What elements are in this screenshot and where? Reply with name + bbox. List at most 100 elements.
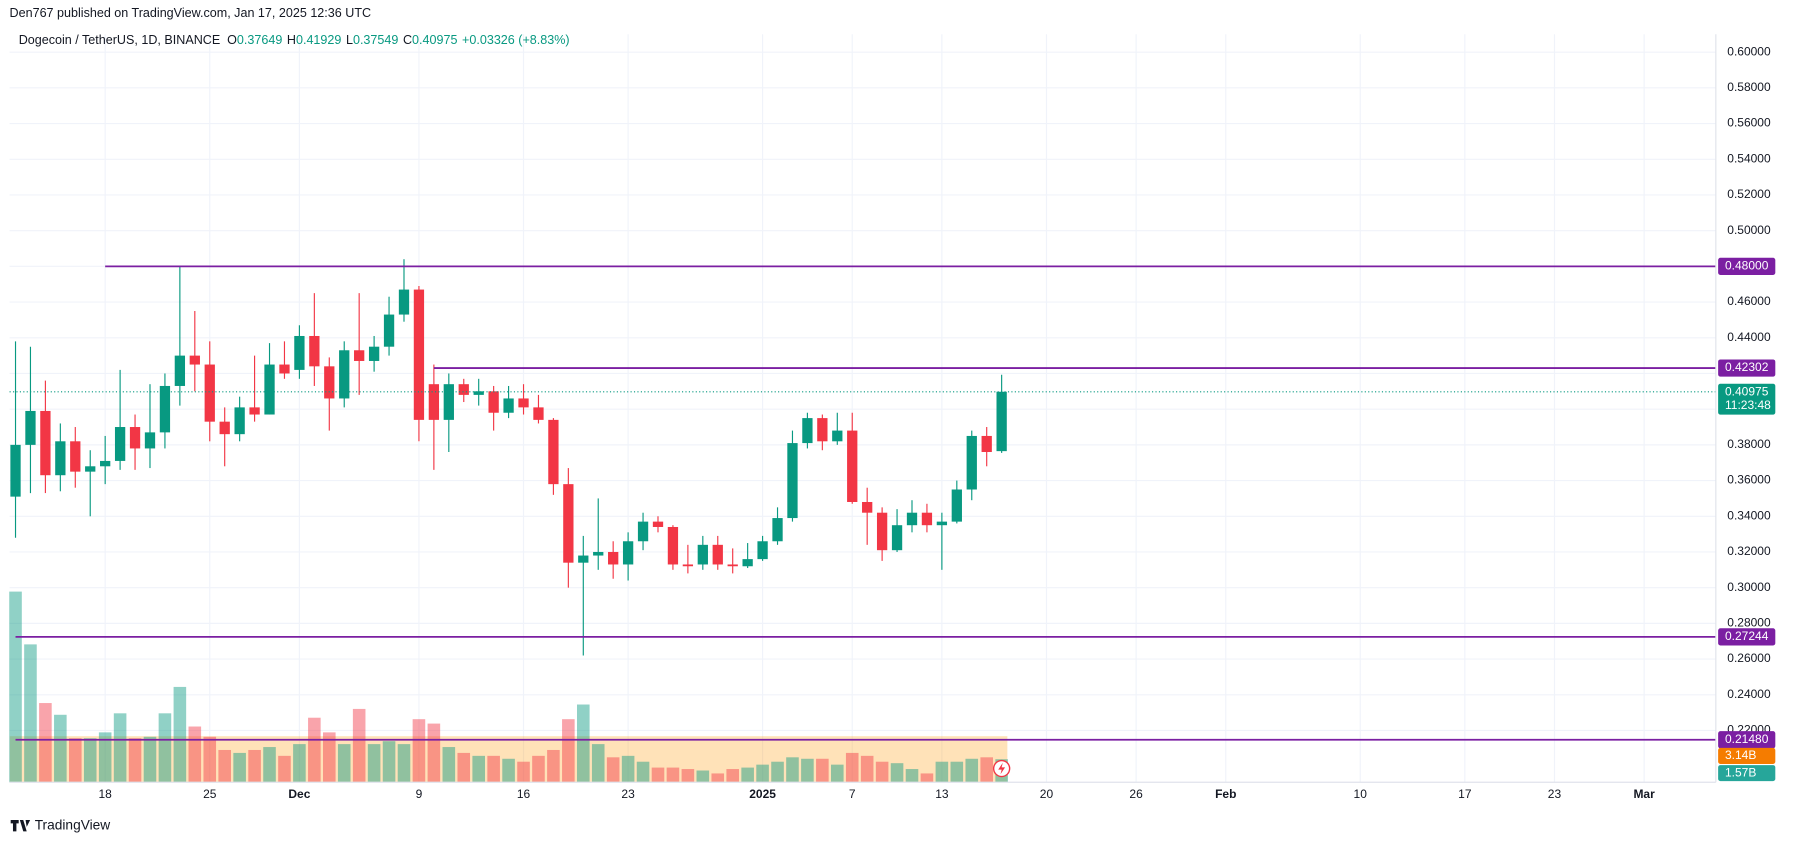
volume-bar xyxy=(98,732,112,783)
volume-bar xyxy=(547,749,560,783)
volume-bar xyxy=(367,744,381,783)
candle-body xyxy=(383,314,395,347)
candle-body xyxy=(996,391,1007,452)
level-label: 0.27244 xyxy=(1725,629,1769,643)
brand: TradingView xyxy=(10,817,110,832)
y-tick-label: 0.60000 xyxy=(1727,44,1771,58)
volume-bar xyxy=(487,755,500,783)
x-tick-label: Feb xyxy=(1215,787,1236,801)
candle-body xyxy=(548,419,559,485)
publisher: Den767 published on TradingView.com, Jan… xyxy=(10,6,372,20)
volume-bar xyxy=(128,738,142,783)
candle-body xyxy=(85,466,96,472)
volume-bar xyxy=(965,758,979,783)
volume-bar xyxy=(248,749,261,783)
header-line: Dogecoin / TetherUS, 1D, BINANCE O0.37649… xyxy=(19,33,570,47)
volume-bar xyxy=(756,764,769,783)
y-tick-label: 0.44000 xyxy=(1727,330,1771,344)
x-tick-label: 23 xyxy=(621,787,635,801)
price-label: 0.40975 xyxy=(1725,385,1769,399)
x-tick-label: Dec xyxy=(288,787,310,801)
volume-bar xyxy=(606,757,620,783)
volume-ma-label: 3.14B xyxy=(1725,748,1756,762)
candle-body xyxy=(413,289,425,420)
y-tick-label: 0.24000 xyxy=(1727,687,1771,701)
x-tick-label: 17 xyxy=(1458,787,1472,801)
volume-bar xyxy=(621,755,635,783)
volume-bar xyxy=(352,708,366,783)
candle-body xyxy=(518,398,529,408)
y-tick-label: 0.26000 xyxy=(1727,651,1771,665)
candle-body xyxy=(398,289,410,315)
candle-body xyxy=(697,544,708,565)
volume-bar xyxy=(203,736,217,783)
x-tick-label: 9 xyxy=(416,787,423,801)
volume-bar xyxy=(457,752,471,783)
candle-body xyxy=(159,385,171,433)
y-tick-label: 0.54000 xyxy=(1727,151,1771,165)
candle-body xyxy=(354,350,365,361)
volume-bar xyxy=(816,758,829,783)
candle-body xyxy=(428,384,440,420)
volume-bar xyxy=(158,713,172,783)
level-label: 0.21480 xyxy=(1725,732,1769,746)
volume-bar xyxy=(502,758,515,783)
ohlc-letter: L xyxy=(346,33,353,47)
volume-bar xyxy=(83,738,97,783)
volume-bar xyxy=(68,738,82,783)
x-tick-label: 20 xyxy=(1040,787,1054,801)
volume-bar xyxy=(875,761,889,783)
volume-ma-area xyxy=(9,736,1008,783)
candle-body xyxy=(55,441,66,476)
volume-bar xyxy=(442,747,456,783)
candle-body xyxy=(891,525,903,551)
candle-body xyxy=(249,407,260,415)
level-tag xyxy=(1718,257,1776,275)
candle-body xyxy=(473,391,484,395)
candle-body xyxy=(503,398,514,413)
ohlc-letter: C xyxy=(403,33,412,47)
candle-body xyxy=(667,526,679,565)
volume-label: 1.57B xyxy=(1725,765,1756,779)
ohlc-letter: O xyxy=(227,33,237,47)
candle-body xyxy=(876,512,888,551)
candle-body xyxy=(443,384,454,420)
volume-bar xyxy=(397,744,411,783)
x-tick-label: 25 xyxy=(203,787,217,801)
volume-bar xyxy=(591,744,605,783)
volume-bar xyxy=(666,767,680,783)
x-tick-label: 26 xyxy=(1129,787,1143,801)
candle-body xyxy=(622,541,634,565)
volume-bar xyxy=(920,773,934,783)
volume-bar xyxy=(218,749,231,783)
candle-body xyxy=(219,421,230,435)
brand-logo xyxy=(10,819,31,832)
candle-body xyxy=(533,407,544,420)
candle-body xyxy=(368,346,380,361)
level-tag xyxy=(1718,628,1776,646)
y-tick-label: 0.46000 xyxy=(1727,294,1771,308)
candle-body xyxy=(757,541,768,560)
candle-body xyxy=(817,418,828,442)
candle-body xyxy=(593,551,604,556)
candle-body xyxy=(608,551,619,565)
volume-bar xyxy=(9,591,22,783)
y-tick-label: 0.30000 xyxy=(1727,580,1771,594)
volume-bar xyxy=(636,761,650,783)
candle-body xyxy=(906,512,918,526)
candle-body xyxy=(772,518,783,542)
candle-body xyxy=(563,484,574,563)
x-tick-label: 10 xyxy=(1354,787,1368,801)
volume-bar xyxy=(845,752,859,783)
volume-bar xyxy=(786,757,799,783)
volume-bar xyxy=(890,763,904,783)
volume-bar xyxy=(293,744,306,783)
volume-bar xyxy=(801,758,814,783)
candle-body xyxy=(832,430,843,442)
volume-bar xyxy=(382,741,396,783)
candle-body xyxy=(309,335,320,367)
y-tick-label: 0.34000 xyxy=(1727,508,1771,522)
level-label: 0.48000 xyxy=(1725,259,1769,273)
